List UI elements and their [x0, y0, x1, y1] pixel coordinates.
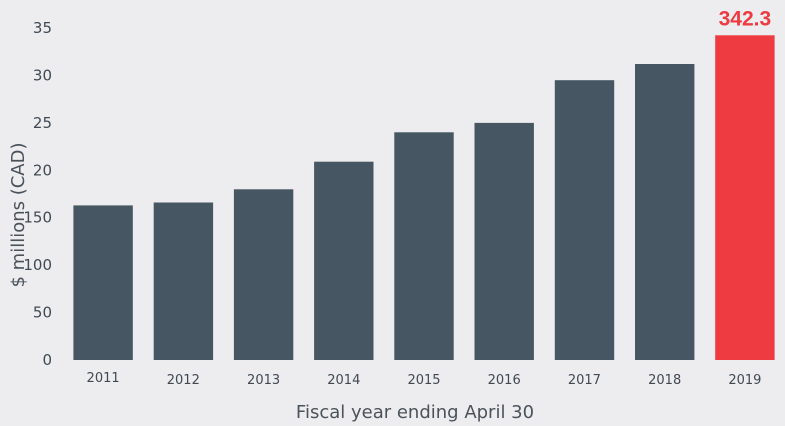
y-tick-label: 0 [42, 351, 52, 369]
x-tick-label: 2013 [247, 373, 280, 388]
x-tick-label: 2012 [167, 373, 200, 388]
y-tick-label: 20 [33, 161, 52, 179]
bar-2012 [153, 202, 214, 360]
bars [73, 35, 775, 361]
x-tick-label: 2015 [407, 373, 440, 388]
data-label-2019: 342.3 [719, 7, 772, 30]
y-tick-label: 150 [23, 209, 52, 227]
y-tick-label: 30 [33, 66, 52, 84]
x-tick-label: 2018 [648, 373, 681, 388]
y-axis-ticks: 0 50 100 150 20 25 30 35 [23, 19, 52, 369]
bar-2018 [635, 64, 695, 360]
y-tick-label: 25 [33, 114, 52, 132]
x-tick-label: 2017 [568, 373, 601, 388]
bar-2015 [394, 132, 454, 360]
bar-2016 [474, 122, 534, 361]
data-labels: 342.3 [719, 7, 772, 30]
y-tick-label: 100 [23, 256, 52, 274]
x-tick-label: 2019 [728, 373, 761, 388]
bar-2011 [73, 205, 133, 360]
bar-2013 [233, 189, 294, 360]
y-tick-label: 50 [33, 304, 52, 322]
x-axis-title: Fiscal year ending April 30 [296, 402, 534, 423]
y-tick-label: 35 [33, 19, 52, 37]
x-tick-label: 2011 [87, 371, 120, 386]
bar-2017 [554, 80, 615, 360]
bar-2014 [314, 161, 374, 360]
x-tick-label: 2016 [488, 373, 521, 388]
x-tick-label: 2014 [327, 373, 360, 388]
y-axis-title: $ millions (CAD) [8, 142, 29, 287]
x-axis-ticks: 2011 2012 2013 2014 2015 2016 2017 2018 2019 [87, 371, 762, 388]
bar-2019 [715, 35, 775, 361]
